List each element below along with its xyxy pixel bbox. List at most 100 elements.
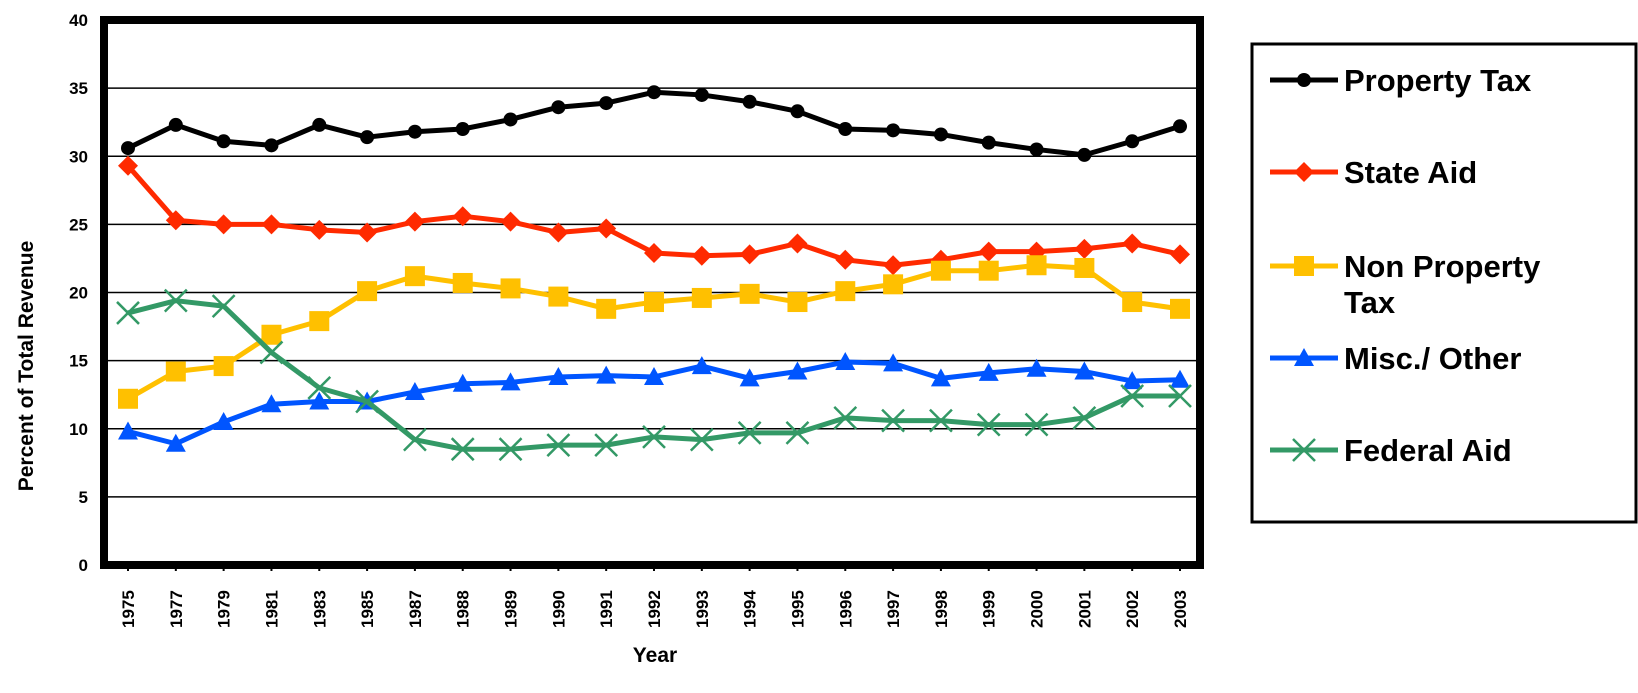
series-property-tax [121, 85, 1187, 162]
x-tick-label: 1987 [406, 590, 425, 628]
data-point [1173, 119, 1187, 134]
x-tick-label: 2000 [1028, 590, 1047, 628]
legend-label: Non Property Tax [1344, 249, 1541, 320]
data-point [261, 324, 282, 345]
data-point [978, 260, 999, 281]
data-point [1024, 412, 1049, 437]
data-point [1125, 134, 1140, 149]
data-point [404, 266, 425, 287]
y-tick-label: 40 [69, 11, 88, 30]
legend-marker [1297, 73, 1311, 87]
legend-label: Property Tax [1344, 63, 1532, 98]
data-point [1170, 369, 1190, 388]
data-point [360, 130, 375, 145]
series-misc-other [118, 351, 1190, 452]
data-point [118, 421, 138, 440]
data-point [500, 278, 521, 299]
data-point [1029, 142, 1044, 157]
data-point [599, 96, 614, 111]
data-point [647, 85, 661, 100]
data-point [691, 356, 712, 375]
data-point [790, 104, 805, 119]
data-point [548, 222, 569, 243]
data-point [261, 214, 282, 235]
data-point [1026, 358, 1047, 377]
data-point [548, 366, 569, 385]
x-tick-label: 1983 [310, 590, 329, 628]
data-point [596, 218, 617, 239]
series-line [126, 89, 1181, 158]
x-axis-ticks: 1975 1977 1979 1981 1983 1985 1987 1988 1989 1990… [119, 565, 1190, 628]
data-point [264, 138, 279, 153]
data-point [594, 433, 619, 457]
data-point [596, 298, 617, 319]
y-tick-label: 5 [79, 488, 88, 507]
data-point [168, 117, 183, 132]
data-point [1074, 257, 1095, 278]
data-point [500, 211, 521, 232]
x-tick-label: 1975 [119, 590, 138, 628]
x-tick-label: 1997 [884, 590, 903, 628]
data-point [787, 292, 808, 313]
x-tick-label: 1999 [980, 590, 999, 628]
legend-box [1250, 42, 1638, 524]
series-non-property-tax [118, 255, 1190, 409]
y-tick-label: 0 [79, 556, 88, 575]
x-tick-label: 1995 [788, 590, 807, 628]
plot-area-frame [100, 16, 1204, 569]
data-point [739, 244, 760, 265]
y-tick-label: 35 [69, 79, 88, 98]
data-point [835, 281, 856, 302]
data-point [165, 361, 186, 382]
data-point [307, 375, 332, 400]
series-federal-aid [116, 288, 1192, 462]
data-point [691, 245, 712, 266]
data-point [1168, 384, 1192, 408]
data-point [259, 340, 284, 365]
x-tick-label: 1993 [693, 590, 712, 628]
data-point [503, 112, 518, 127]
data-point [357, 281, 378, 302]
data-point [838, 122, 853, 136]
y-axis-ticks: 0 5 10 15 20 25 30 35 40 [69, 11, 88, 575]
x-tick-label: 1991 [597, 590, 616, 628]
data-point [404, 211, 425, 232]
data-point [1170, 298, 1190, 319]
data-point [644, 366, 664, 385]
data-point [691, 287, 712, 308]
x-tick-label: 1985 [358, 590, 377, 628]
data-point [1026, 255, 1047, 276]
data-point [1122, 292, 1143, 313]
data-point [1074, 361, 1095, 380]
data-point [309, 219, 330, 240]
data-point [785, 420, 810, 445]
data-point [213, 214, 234, 235]
data-point [886, 123, 901, 138]
data-point [596, 365, 617, 384]
data-point [881, 408, 905, 433]
data-point [978, 241, 999, 262]
legend: Property Tax State Aid Non Property Tax Misc… [1270, 63, 1541, 468]
data-point [978, 362, 999, 381]
legend-item: Property Tax [1270, 63, 1532, 98]
data-point [498, 437, 523, 462]
x-tick-label: 1989 [502, 590, 521, 628]
data-point [121, 141, 135, 156]
data-point [644, 242, 664, 263]
legend-item: Federal Aid [1270, 433, 1512, 468]
data-point [742, 94, 757, 109]
data-point [211, 294, 236, 319]
data-point [1170, 244, 1190, 265]
data-point [833, 405, 858, 430]
data-point [546, 433, 571, 457]
data-point [787, 233, 808, 254]
x-tick-label: 1996 [836, 590, 855, 628]
legend-marker [1294, 256, 1314, 276]
data-point [835, 351, 856, 370]
data-point [644, 292, 664, 313]
legend-item: Misc./ Other [1270, 341, 1521, 376]
data-point [309, 311, 330, 332]
legend-marker [1292, 438, 1316, 462]
data-point [835, 249, 856, 270]
data-point [689, 427, 714, 452]
